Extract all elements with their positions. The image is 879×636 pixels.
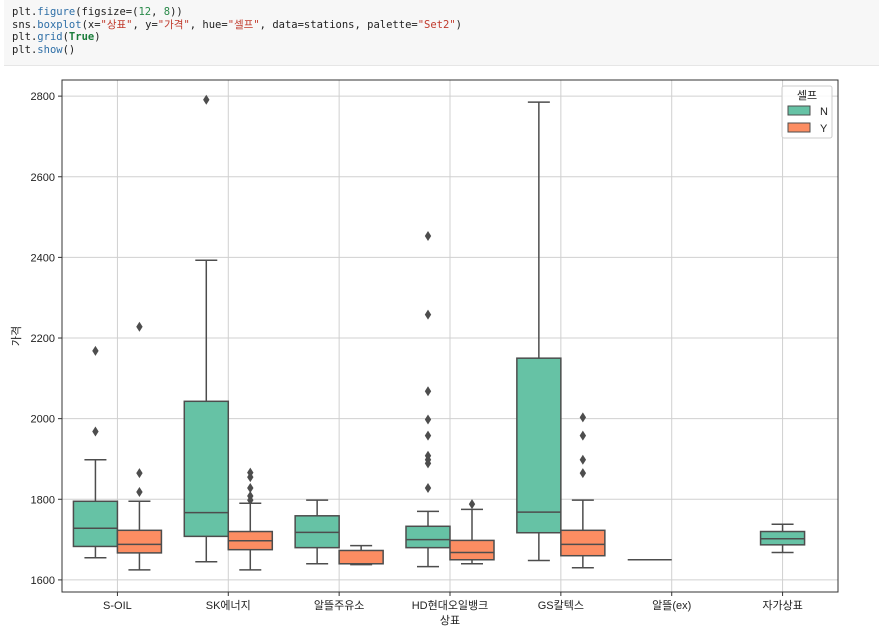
- code-token: 12: [138, 6, 152, 18]
- box-group: [338, 544, 384, 566]
- outlier-point: [579, 454, 587, 465]
- x-tick-label: 알뜰주유소: [314, 598, 365, 612]
- outlier-point: [424, 450, 432, 461]
- outlier-point: [468, 499, 476, 510]
- legend-title: 셀프: [797, 89, 817, 102]
- legend: 셀프 NY: [781, 85, 833, 139]
- outlier-point: [92, 345, 99, 356]
- grid-layer: [62, 80, 838, 592]
- box-body: [72, 500, 119, 548]
- outlier-point: [579, 412, 587, 423]
- code-token: ): [94, 31, 101, 43]
- code-line: plt.figure(figsize=(12, 8)): [12, 6, 871, 19]
- box-body: [560, 529, 606, 557]
- code-token: plt.: [12, 6, 38, 18]
- legend-label-y: Y: [820, 123, 828, 135]
- y-tick-label: 2200: [31, 333, 55, 345]
- outlier-point: [136, 487, 143, 498]
- box-group: [116, 321, 163, 571]
- y-tick-label: 2000: [31, 414, 55, 426]
- outlier-point: [424, 482, 432, 493]
- x-tick-label: 자가상표: [762, 599, 802, 612]
- y-tick-label: 2400: [31, 252, 55, 264]
- box-body: [405, 525, 451, 549]
- code-token: plt.: [12, 31, 38, 43]
- box-body: [116, 529, 163, 554]
- x-tick-label: SK에너지: [206, 599, 251, 612]
- code-token: True: [68, 31, 95, 43]
- outlier-point: [92, 426, 99, 437]
- code-token: boxplot: [37, 18, 82, 31]
- code-token: "상표": [100, 18, 133, 31]
- code-token: , y=: [132, 18, 158, 31]
- outlier-point: [579, 430, 587, 441]
- outlier-point: [247, 482, 254, 493]
- code-token: , hue=: [189, 18, 228, 31]
- y-tick-label: 1600: [31, 575, 55, 587]
- code-token: (figsize=(: [75, 6, 139, 18]
- x-tick-label: GS칼텍스: [538, 599, 584, 612]
- x-axis-label: 상표: [440, 614, 460, 627]
- code-token: 8: [163, 6, 171, 18]
- legend-swatch-n: [787, 105, 811, 116]
- box-group: [449, 499, 495, 565]
- code-token: ,: [151, 6, 164, 18]
- box-group: [294, 499, 340, 565]
- outlier-point: [136, 468, 143, 479]
- box-group: [516, 101, 562, 562]
- y-axis-label: 가격: [10, 326, 23, 346]
- y-tick-label: 2600: [31, 172, 55, 184]
- outlier-point: [247, 491, 254, 502]
- code-line: plt.grid(True): [12, 31, 871, 44]
- y-tick-label: 1800: [31, 494, 55, 506]
- box-group: [759, 523, 806, 554]
- box-group: [405, 231, 451, 568]
- box-body: [338, 549, 384, 565]
- code-token: , data=stations, palette=: [259, 18, 418, 31]
- code-token: "Set2": [417, 18, 456, 31]
- x-tick-label: HD현대오일뱅크: [412, 598, 489, 612]
- code-token: show: [37, 43, 63, 56]
- code-cell[interactable]: plt.figure(figsize=(12, 8)) sns.boxplot(x…: [4, 0, 879, 66]
- box-group: [227, 467, 274, 571]
- boxplot-chart: 1600 1800 2000 2200 2400 2600 2800 S-OIL SK에너지 알뜰…: [10, 79, 839, 627]
- code-token: "가격": [157, 18, 190, 31]
- legend-label-n: N: [820, 106, 828, 118]
- code-token: ): [455, 18, 462, 31]
- box-group: [183, 94, 230, 563]
- code-token: (): [62, 43, 76, 56]
- outlier-point: [424, 430, 432, 441]
- box-body: [516, 357, 562, 534]
- outlier-point: [424, 386, 432, 397]
- code-token: (: [62, 31, 69, 43]
- outlier-point: [203, 94, 210, 105]
- code-token: plt.: [12, 43, 38, 56]
- box-body: [183, 400, 230, 538]
- y-tick-label: 2800: [31, 91, 55, 103]
- code-token: )): [170, 6, 183, 18]
- x-tick-label: 알뜰(ex): [652, 598, 691, 612]
- legend-swatch-y: [787, 122, 811, 133]
- outlier-point: [579, 468, 587, 479]
- code-line: plt.show(): [12, 44, 871, 57]
- outlier-point: [424, 414, 432, 425]
- outlier-point: [136, 321, 143, 332]
- code-token: grid: [37, 31, 63, 43]
- box-group: [72, 345, 119, 559]
- code-token: figure: [37, 6, 76, 18]
- box-body: [449, 539, 495, 561]
- outlier-point: [424, 309, 432, 320]
- axis-layer: 1600 1800 2000 2200 2400 2600 2800 S-OIL SK에너지 알뜰…: [31, 91, 803, 612]
- code-token: "셀프": [227, 18, 260, 31]
- box-group: [560, 412, 606, 569]
- box-layer: [72, 94, 806, 571]
- code-token: sns.: [12, 18, 38, 31]
- x-tick-label: S-OIL: [103, 600, 132, 612]
- code-line: sns.boxplot(x="상표", y="가격", hue="셀프", da…: [12, 19, 871, 32]
- outlier-point: [424, 231, 432, 242]
- outlier-point: [247, 467, 254, 478]
- code-token: (x=: [81, 18, 101, 31]
